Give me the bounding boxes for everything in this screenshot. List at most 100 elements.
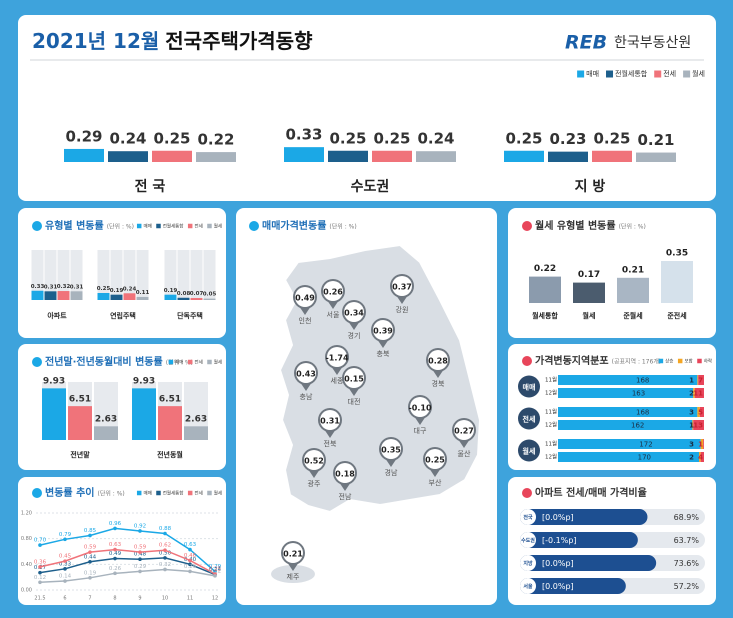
panel-title: 유형별 변동률 [45,219,104,232]
data-label: 0.25 [97,286,111,292]
bar [31,290,44,300]
pin-value: 0.39 [373,327,393,336]
pin-value: 0.15 [344,375,364,384]
title-icon [249,221,259,231]
data-label: 0.36 [34,559,47,565]
row-label: 12월 [545,421,557,429]
title-icon [32,221,42,231]
point [138,529,142,533]
region-name: 부산 [429,478,442,487]
x-tick-label: 전년말 [70,450,90,459]
pin-value: 0.52 [304,457,324,466]
change-label: [0.0%p] [542,513,574,522]
bar [416,151,456,162]
pin-face [335,463,355,483]
bar [108,151,148,162]
title-icon [522,488,532,498]
pin-face [392,276,412,296]
data-label: 0.33 [59,561,72,567]
panel-title: 변동률 추이 [45,486,94,499]
legend-swatch [168,359,174,365]
legend-swatch [658,358,664,364]
bar [42,388,66,440]
bar [110,294,123,300]
point [63,567,67,571]
legend-label: 월세 [214,223,222,230]
bar-segment [558,420,693,430]
point [138,550,142,554]
legend-swatch [207,359,212,365]
point [113,556,117,561]
region-name: 충북 [377,349,390,358]
data-label: 7 [698,377,703,385]
bar-background [203,250,216,300]
region-name: 경남 [385,468,398,477]
bar-segment [697,407,700,417]
data-label: 0.29 [134,564,147,570]
panel-subtitle: (단위 : %) [97,490,124,498]
legend-swatch [207,490,212,496]
point [163,531,167,536]
title-date: 2021년 12월 [32,29,159,53]
bar [203,298,216,300]
pin-face [428,350,448,370]
region-name: 강원 [396,305,409,314]
legend-swatch [697,358,702,364]
point [38,580,42,585]
data-label: 0.79 [59,532,72,538]
data-label: 9.93 [43,377,65,387]
point [188,569,192,574]
region-name: 전남 [339,492,352,501]
bar [158,406,182,440]
data-label: 0.85 [84,528,97,534]
point [188,558,192,563]
bar [520,509,648,525]
y-tick-label: 1.20 [21,511,32,517]
data-label: 3 [689,409,694,417]
bar [44,291,57,300]
region-name: 광주 [308,480,321,488]
data-label: 0.35 [666,249,688,259]
bar [328,150,368,162]
row-label: 전국 [523,514,533,521]
point [88,533,92,538]
group-badge [518,439,540,462]
point [113,571,117,576]
map-mainland [278,243,482,514]
data-label: 163 [632,390,645,398]
data-label: 6.51 [159,394,181,404]
data-label: 0.45 [59,554,72,560]
row-badge [520,555,536,571]
line [39,568,216,584]
x-tick-label: 아파트 [47,311,67,320]
bar-background [136,250,149,300]
bar-segment [693,388,695,398]
title-icon [32,357,42,367]
data-label: 9.93 [133,377,155,387]
bar-background [44,250,57,300]
bar-segment [703,439,704,449]
point [163,567,167,572]
region-name: 전북 [324,439,337,448]
title-icon [522,356,532,366]
data-label: 0.31 [70,284,84,290]
data-label: 168 [636,377,649,385]
pin-value: 0.26 [323,288,343,297]
legend-label: 매매 [175,359,183,366]
region-name: 인천 [299,316,312,325]
point [88,550,92,554]
legend-swatch [156,223,161,229]
logo-mark: REB [565,32,607,54]
group-badge [518,407,540,430]
data-label: 0.17 [578,270,600,280]
region-name: 서울 [327,310,340,319]
bar-background [177,250,190,300]
bar-background [70,250,83,300]
pin-face [295,287,315,307]
row-badge [520,578,536,594]
point [88,559,92,564]
data-label: 0.59 [134,545,147,551]
data-label: 0.07 [190,291,204,297]
bar [70,291,83,300]
bar-segment [692,420,694,430]
